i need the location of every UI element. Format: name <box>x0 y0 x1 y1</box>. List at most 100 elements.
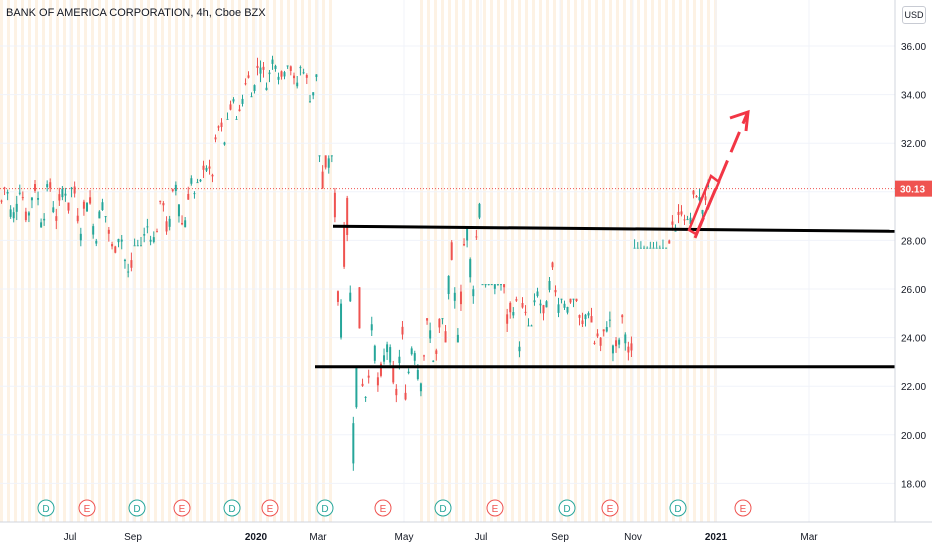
session-band <box>28 0 31 522</box>
candle-body <box>444 331 447 343</box>
horizontal-levels[interactable] <box>315 224 896 369</box>
candle-body <box>578 315 581 318</box>
earnings-marker[interactable]: E <box>601 499 619 517</box>
dividend-marker[interactable]: D <box>128 499 146 517</box>
session-band <box>679 0 682 522</box>
dividend-marker[interactable]: D <box>558 499 576 517</box>
candle-body <box>407 371 410 374</box>
candle-body <box>205 167 208 171</box>
candle-body <box>545 301 548 308</box>
price-tick-label: 24.00 <box>901 334 926 345</box>
dividend-marker[interactable]: D <box>223 499 241 517</box>
candle-body <box>630 343 633 351</box>
candle-body <box>478 203 481 218</box>
candle-body <box>557 304 560 313</box>
earnings-marker[interactable]: E <box>486 499 504 517</box>
candle-body <box>286 65 289 67</box>
candle-body <box>469 259 472 278</box>
breakout-channel[interactable] <box>687 174 721 236</box>
session-band <box>574 0 577 522</box>
candle-body <box>217 126 220 128</box>
earnings-marker[interactable]: E <box>173 499 191 517</box>
candle-body <box>101 202 104 210</box>
upper-level-line[interactable] <box>332 224 896 233</box>
session-band <box>644 0 647 522</box>
candle-body <box>274 65 277 69</box>
candle-body <box>330 155 333 157</box>
candle-body <box>419 383 422 392</box>
candle-body <box>435 350 438 354</box>
time-tick-label: Sep <box>551 532 569 543</box>
session-band <box>616 0 619 522</box>
candle-body <box>633 247 636 249</box>
candle-body <box>398 356 401 364</box>
candle-body <box>605 327 608 332</box>
candle-body <box>602 329 605 332</box>
candle-body <box>518 346 521 352</box>
candle-body <box>383 355 386 362</box>
candle-body <box>539 303 542 306</box>
candle-body <box>416 369 419 380</box>
session-band <box>560 0 563 522</box>
session-band <box>175 0 178 522</box>
candle-body <box>695 195 698 198</box>
session-band <box>287 0 290 522</box>
session-band <box>70 0 73 522</box>
candle-body <box>683 219 686 221</box>
candle-body <box>211 174 214 177</box>
projection-arrow-head[interactable] <box>729 109 750 132</box>
candle-body <box>560 298 563 300</box>
candle-body <box>18 192 21 194</box>
candle-body <box>253 85 256 91</box>
candle-body <box>12 212 15 219</box>
candle-body <box>187 193 190 200</box>
candle-body <box>496 284 499 286</box>
dividend-marker[interactable]: D <box>37 499 55 517</box>
candle-body <box>563 303 566 308</box>
candle-body <box>9 209 12 217</box>
candle-body <box>674 230 677 232</box>
time-tick-label: Nov <box>624 532 642 543</box>
earnings-marker[interactable]: E <box>78 499 96 517</box>
price-tick-label: 28.00 <box>901 236 926 247</box>
candle-body <box>244 83 247 85</box>
earnings-marker[interactable]: E <box>261 499 279 517</box>
earnings-marker[interactable]: E <box>374 499 392 517</box>
time-axis[interactable]: Jul Sep 2020 Mar May Jul Sep Nov 2021 Mar <box>0 521 932 543</box>
candle-body <box>92 226 95 235</box>
candle-body <box>367 375 370 378</box>
currency-button[interactable]: USD <box>902 6 926 24</box>
candle-body <box>289 66 292 71</box>
candle-body <box>581 320 584 325</box>
session-band <box>707 0 710 522</box>
time-tick-label: 2020 <box>245 532 268 543</box>
candle-body <box>162 203 165 206</box>
candle-body <box>472 289 475 297</box>
price-axis[interactable]: 36.0034.0032.0030.0028.0026.0024.0022.00… <box>894 0 932 522</box>
session-band <box>686 0 689 522</box>
candle-body <box>503 284 506 288</box>
projection-arrow[interactable] <box>687 109 750 239</box>
session-band <box>133 0 136 522</box>
candle-body <box>49 182 52 189</box>
marker-circle <box>601 499 619 517</box>
candle-body <box>241 98 244 104</box>
candle-body <box>143 234 146 236</box>
projection-arrow-line[interactable] <box>693 111 750 239</box>
earnings-marker[interactable]: E <box>734 499 752 517</box>
candle-body <box>389 347 392 363</box>
dividend-marker[interactable]: D <box>316 499 334 517</box>
dividend-marker[interactable]: D <box>434 499 452 517</box>
candle-body <box>453 292 456 301</box>
candle-body <box>524 311 527 313</box>
session-band <box>14 0 17 522</box>
candle-body <box>220 122 223 128</box>
candle-body <box>509 302 512 313</box>
session-band <box>483 0 486 522</box>
candle-body <box>67 202 70 211</box>
dividend-marker[interactable]: D <box>669 499 687 517</box>
session-band <box>511 0 514 522</box>
